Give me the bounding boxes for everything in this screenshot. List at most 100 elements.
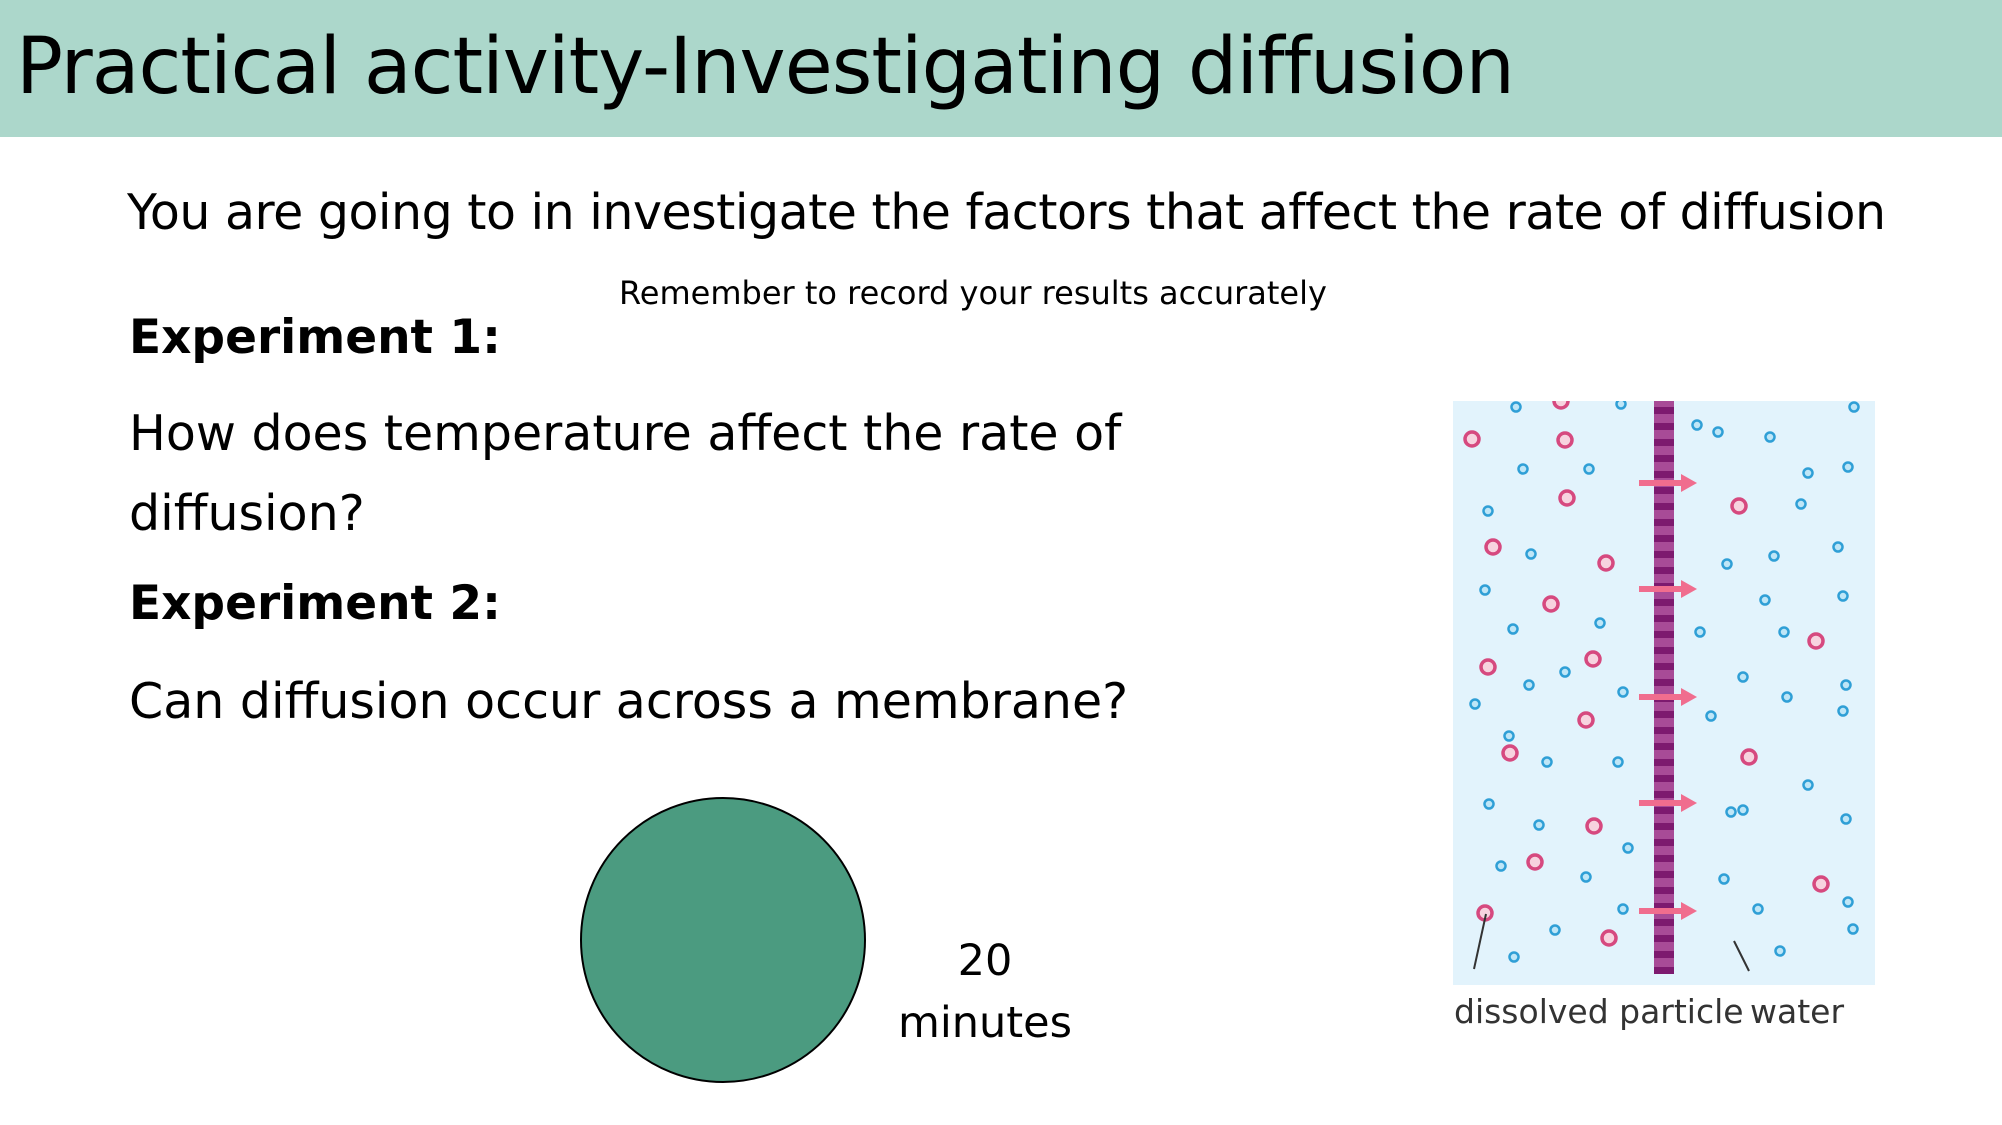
membrane-dash [1654,951,1674,958]
water-particle [1840,679,1852,691]
water-particle [1583,463,1595,475]
water-label: water [1750,992,1845,1031]
dissolved-particle [1807,632,1825,650]
experiment-2-heading: Experiment 2: [129,576,501,631]
dissolved-particle [1542,595,1560,613]
membrane-dash [1654,679,1674,686]
dissolved-particle [1584,650,1602,668]
membrane-dash [1654,487,1674,494]
water-particle [1832,541,1844,553]
water-pointer-line [1733,940,1750,972]
dissolved-particle [1526,853,1544,871]
timer-unit: minutes [897,998,1073,1048]
water-particle [1768,550,1780,562]
membrane-dash [1654,919,1674,926]
membrane-dash [1654,807,1674,814]
membrane-dash [1654,791,1674,798]
membrane-dash [1654,519,1674,526]
water-particle [1541,756,1553,768]
water-particle [1737,671,1749,683]
water-particle [1594,617,1606,629]
title-bar: Practical activity-Investigating diffusi… [0,0,2002,137]
particles [1463,401,1860,963]
water-particle [1617,686,1629,698]
membrane-dash [1654,711,1674,718]
water-particle [1508,951,1520,963]
membrane-dash [1654,855,1674,862]
water-particle [1795,498,1807,510]
water-particle [1691,419,1703,431]
water-particle [1712,426,1724,438]
water-particle [1848,401,1860,413]
water-particle [1837,705,1849,717]
water-particle [1721,558,1733,570]
membrane-dash [1654,743,1674,750]
membrane-dash [1654,439,1674,446]
water-particle [1483,798,1495,810]
water-particle [1525,548,1537,560]
membrane-dash [1654,775,1674,782]
experiment-1-heading: Experiment 1: [129,310,501,365]
dissolved-particle [1556,431,1574,449]
membrane-dash [1654,887,1674,894]
water-particle [1482,505,1494,517]
dissolved-particle [1552,401,1570,410]
water-particle [1837,590,1849,602]
dissolved-particle [1730,497,1748,515]
reminder-text: Remember to record your results accurate… [619,274,1327,312]
diffusion-diagram-svg [1453,401,1875,985]
water-particle [1840,813,1852,825]
intro-text: You are going to in investigate the fact… [127,184,1886,241]
water-particle [1533,819,1545,831]
diffusion-arrows [1639,474,1697,920]
water-particle [1559,666,1571,678]
membrane-dash [1654,967,1674,974]
membrane-dash [1654,455,1674,462]
membrane-dashes [1654,407,1674,974]
water-particle [1737,804,1749,816]
water-particle [1752,903,1764,915]
timer-value: 20 [957,936,1013,986]
membrane-dash [1654,663,1674,670]
water-particle [1781,691,1793,703]
water-particle [1469,698,1481,710]
membrane-dash [1654,631,1674,638]
membrane-dash [1654,727,1674,734]
water-particle [1507,623,1519,635]
experiment-2-question: Can diffusion occur across a membrane? [129,673,1129,730]
water-particle [1622,842,1634,854]
dissolved-particle [1740,748,1758,766]
water-particle [1517,463,1529,475]
water-particle [1764,431,1776,443]
diffusion-arrow [1639,902,1697,920]
membrane-dash [1654,599,1674,606]
diffusion-diagram [1453,401,1875,985]
dissolved-particle [1501,744,1519,762]
water-particle [1580,871,1592,883]
water-particle [1615,401,1627,410]
dissolved-particle-label: dissolved particle [1454,992,1744,1031]
membrane-dash [1654,471,1674,478]
water-particle [1510,401,1522,413]
diffusion-arrow [1639,688,1697,706]
membrane-dash [1654,423,1674,430]
membrane-dash [1654,503,1674,510]
experiment-1-question: How does temperature affect the rate of … [129,405,1122,542]
diffusion-arrow [1639,794,1697,812]
dissolved-particle [1558,489,1576,507]
dissolved-particle [1812,875,1830,893]
water-particle [1479,584,1491,596]
dissolved-particle [1484,538,1502,556]
dissolved-particle [1463,430,1481,448]
water-particle [1725,806,1737,818]
membrane-dash [1654,823,1674,830]
membrane-dash [1654,903,1674,910]
diffusion-arrow [1639,474,1697,492]
dissolved-particle [1597,554,1615,572]
membrane-dash [1654,535,1674,542]
water-particle [1778,626,1790,638]
water-particle [1802,779,1814,791]
dissolved-particle [1577,711,1595,729]
diffusion-arrow [1639,580,1697,598]
water-particle [1842,896,1854,908]
